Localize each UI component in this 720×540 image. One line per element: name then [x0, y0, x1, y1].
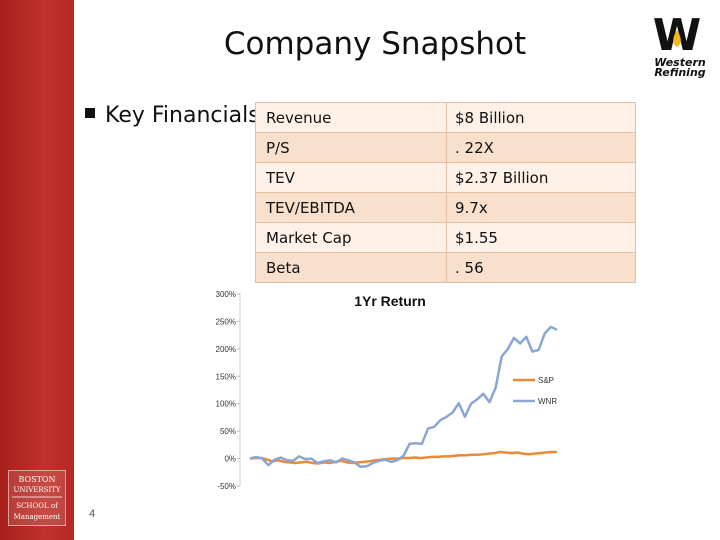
y-tick-label: 250% [216, 317, 236, 326]
metric-value: $2.37 Billion [446, 162, 636, 193]
page-number: 4 [89, 508, 96, 520]
table-row: P/S. 22X [255, 132, 636, 163]
metric-label: Revenue [255, 102, 447, 133]
bu-logo-line4: Management [14, 513, 61, 521]
y-tick-label: 50% [220, 427, 236, 436]
series-line-s-p [249, 450, 557, 465]
table-row: Revenue $8 Billion [255, 102, 636, 133]
metric-value: . 56 [446, 252, 636, 283]
metric-label: Market Cap [255, 222, 447, 253]
y-tick-label: 0% [224, 455, 236, 464]
chart-title: 1Yr Return [354, 293, 426, 309]
metric-value: . 22X [446, 132, 636, 163]
legend-label: S&P [538, 376, 554, 385]
metric-label: Beta [255, 252, 447, 283]
metric-label: P/S [255, 132, 447, 163]
y-tick-label: 200% [216, 345, 236, 354]
table-row: TEV/EBITDA 9.7x [255, 192, 636, 223]
boston-university-logo: BOSTON UNIVERSITY SCHOOL of Management [8, 470, 66, 526]
table-row: Market Cap $1.55 [255, 222, 636, 253]
key-financials-bullet: Key Financials: [85, 103, 267, 128]
bu-logo-line3: SCHOOL of [16, 502, 59, 510]
bullet-label: Key Financials: [105, 103, 268, 128]
financials-table: Revenue $8 Billion P/S. 22X TEV $2.37 Bill… [255, 102, 636, 283]
slide-title: Company Snapshot [223, 26, 527, 62]
metric-value: $8 Billion [446, 102, 636, 133]
bu-logo-line2: UNIVERSITY [13, 486, 60, 494]
western-logo-line2: Refining [654, 66, 705, 78]
sidebar-band [0, 0, 74, 540]
y-tick-label: 100% [216, 400, 236, 409]
return-chart: 1Yr Return -50% 0% 50% 100% 150% 200% 250% 300%… [216, 290, 558, 491]
western-refining-logo: W Western Refining [653, 14, 706, 78]
flame-icon [673, 30, 681, 47]
y-tick-label: -50% [217, 482, 236, 491]
y-tick-label: 300% [216, 290, 236, 299]
table-row: Beta. 56 [255, 252, 636, 283]
series-line-wnr [249, 325, 558, 469]
metric-label: TEV/EBITDA [255, 192, 447, 223]
metric-value: 9.7x [446, 192, 636, 223]
western-logo-line1: Western [654, 56, 706, 69]
bullet-square-icon [85, 108, 95, 118]
y-tick-label: 150% [216, 372, 236, 381]
metric-label: TEV [255, 162, 447, 193]
table-row: TEV $2.37 Billion [255, 162, 636, 193]
metric-value: $1.55 [446, 222, 636, 253]
bu-logo-line1: BOSTON [19, 475, 56, 484]
legend-label: WNR [538, 397, 557, 406]
